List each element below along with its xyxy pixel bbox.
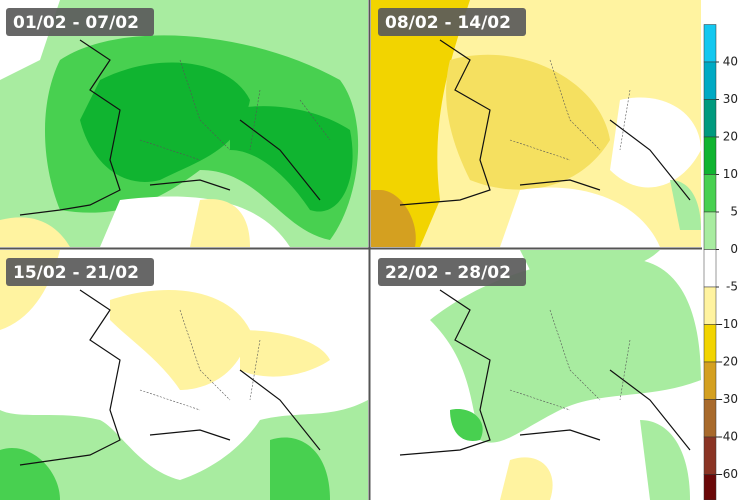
colorbar-tick-label: 20 (723, 130, 738, 144)
colorbar-tick-label: 0 (730, 242, 738, 256)
colorbar-band (703, 249, 717, 288)
colorbar-tick-label: -5 (726, 280, 738, 294)
colorbar-tick-label: 30 (723, 92, 738, 106)
panel-label-bg (6, 8, 154, 36)
panel-label: 22/02 - 28/02 (385, 263, 511, 283)
colorbar-tick-label: 10 (723, 167, 738, 181)
colorbar-tick-label: -60 (718, 467, 738, 481)
panel-label: 01/02 - 07/02 (13, 13, 139, 33)
colorbar-band (703, 61, 717, 100)
colorbar-tick-label: -30 (718, 392, 738, 406)
panel-label: 08/02 - 14/02 (385, 13, 511, 33)
colorbar-tick-label: -10 (718, 317, 738, 331)
colorbar-band (703, 436, 717, 475)
map-panel (0, 0, 368, 247)
colorbar-band (703, 136, 717, 175)
map-panel (0, 250, 368, 500)
map-panel (371, 0, 701, 247)
colorbar-band (703, 99, 717, 138)
colorbar-band (703, 399, 717, 438)
colorbar-band (703, 474, 717, 500)
colorbar-band (703, 174, 717, 213)
colorbar-tick-label: 40 (723, 55, 738, 69)
colorbar-band (703, 211, 717, 250)
panel-label-bg (378, 8, 526, 36)
colorbar-tick-label: -20 (718, 355, 738, 369)
panel-label: 15/02 - 21/02 (13, 263, 139, 283)
map-panel (371, 250, 701, 500)
colorbar-band (703, 324, 717, 363)
colorbar-band (703, 24, 717, 63)
colorbar-tick-label: 5 (730, 205, 738, 219)
colorbar-band (703, 286, 717, 325)
colorbar-tick-label: -40 (718, 430, 738, 444)
colorbar-band (703, 361, 717, 400)
panel-label-bg (378, 258, 526, 286)
panel-label-bg (6, 258, 154, 286)
